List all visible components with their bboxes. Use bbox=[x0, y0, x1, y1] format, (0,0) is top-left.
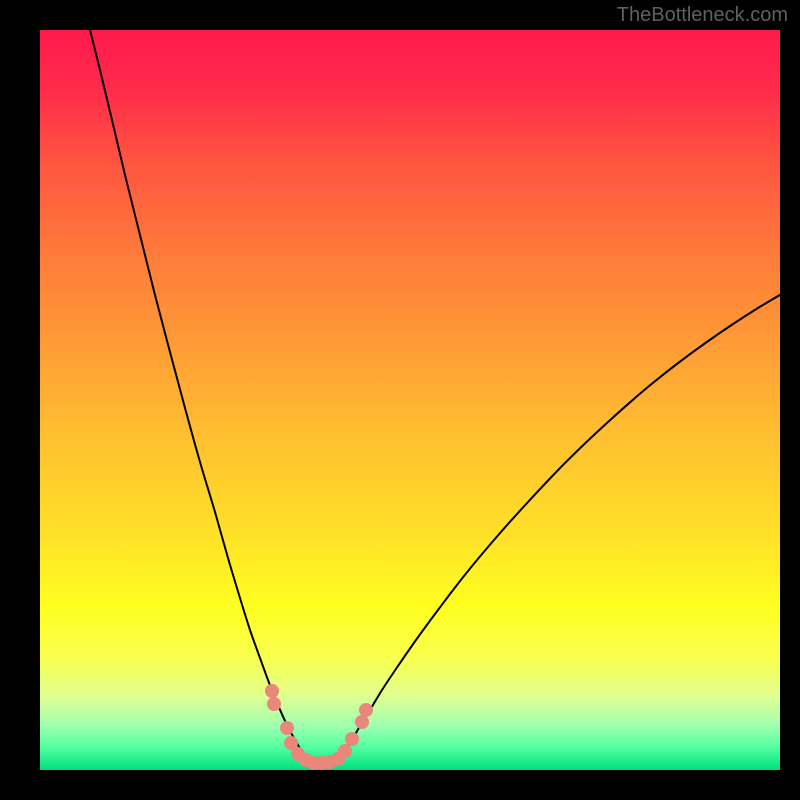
watermark-text: TheBottleneck.com bbox=[617, 4, 788, 27]
left-curve bbox=[90, 30, 306, 762]
marker-dot bbox=[355, 715, 369, 729]
plot-area bbox=[40, 30, 780, 770]
marker-dot bbox=[280, 721, 294, 735]
curve-overlay bbox=[40, 30, 780, 770]
marker-dot bbox=[345, 732, 359, 746]
right-curve bbox=[340, 272, 780, 762]
marker-dot bbox=[267, 697, 281, 711]
marker-dot bbox=[338, 744, 352, 758]
marker-dot bbox=[359, 703, 373, 717]
marker-dot bbox=[265, 684, 279, 698]
bottom-markers bbox=[265, 684, 373, 770]
